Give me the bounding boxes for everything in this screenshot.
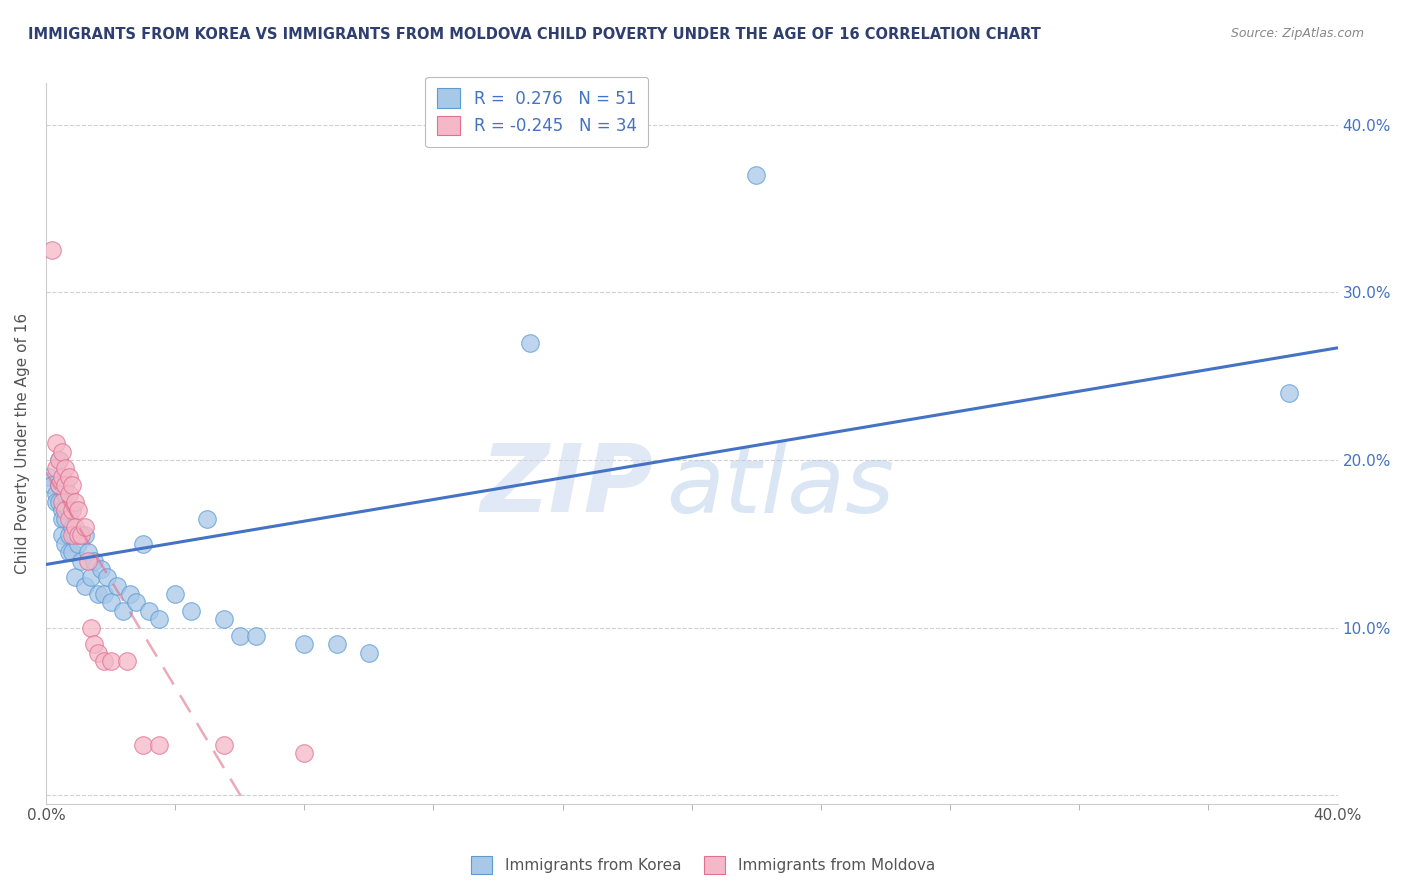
Point <box>73 579 96 593</box>
Text: ZIP: ZIP <box>481 441 652 533</box>
Point <box>138 604 160 618</box>
Point <box>53 461 76 475</box>
Point <box>48 478 70 492</box>
Point <box>58 486 80 500</box>
Point <box>357 646 380 660</box>
Point <box>86 646 108 660</box>
Point <box>70 528 93 542</box>
Point <box>67 537 90 551</box>
Point <box>60 478 83 492</box>
Point <box>90 562 112 576</box>
Point <box>58 511 80 525</box>
Point <box>73 520 96 534</box>
Point <box>325 637 347 651</box>
Point <box>80 570 103 584</box>
Point <box>105 579 128 593</box>
Point <box>48 495 70 509</box>
Point <box>100 595 122 609</box>
Point <box>45 486 67 500</box>
Point <box>148 738 170 752</box>
Point <box>67 528 90 542</box>
Point <box>60 528 83 542</box>
Text: atlas: atlas <box>666 441 894 532</box>
Point <box>53 503 76 517</box>
Point <box>228 629 250 643</box>
Point <box>38 469 60 483</box>
Point <box>70 553 93 567</box>
Point <box>100 654 122 668</box>
Point <box>58 545 80 559</box>
Point <box>212 738 235 752</box>
Point <box>212 612 235 626</box>
Point <box>132 738 155 752</box>
Point <box>745 168 768 182</box>
Point <box>63 520 86 534</box>
Point <box>45 461 67 475</box>
Point <box>48 478 70 492</box>
Point <box>292 637 315 651</box>
Point <box>112 604 135 618</box>
Point <box>83 637 105 651</box>
Point <box>245 629 267 643</box>
Point <box>125 595 148 609</box>
Point <box>115 654 138 668</box>
Point <box>80 621 103 635</box>
Point <box>41 478 63 492</box>
Point <box>83 553 105 567</box>
Point <box>45 436 67 450</box>
Point <box>180 604 202 618</box>
Point <box>148 612 170 626</box>
Point <box>118 587 141 601</box>
Point <box>51 469 73 483</box>
Point <box>48 453 70 467</box>
Point <box>1278 386 1301 401</box>
Point <box>63 570 86 584</box>
Point <box>292 747 315 761</box>
Point <box>58 469 80 483</box>
Y-axis label: Child Poverty Under the Age of 16: Child Poverty Under the Age of 16 <box>15 313 30 574</box>
Point <box>51 511 73 525</box>
Point <box>53 511 76 525</box>
Text: Source: ZipAtlas.com: Source: ZipAtlas.com <box>1230 27 1364 40</box>
Point <box>51 528 73 542</box>
Point <box>73 528 96 542</box>
Point <box>132 537 155 551</box>
Point <box>45 495 67 509</box>
Point <box>58 503 80 517</box>
Point <box>53 486 76 500</box>
Point <box>48 453 70 467</box>
Point <box>60 545 83 559</box>
Point <box>60 520 83 534</box>
Point <box>53 478 76 492</box>
Legend: Immigrants from Korea, Immigrants from Moldova: Immigrants from Korea, Immigrants from M… <box>465 850 941 880</box>
Point <box>77 553 100 567</box>
Point <box>63 528 86 542</box>
Point <box>93 654 115 668</box>
Point <box>41 244 63 258</box>
Text: IMMIGRANTS FROM KOREA VS IMMIGRANTS FROM MOLDOVA CHILD POVERTY UNDER THE AGE OF : IMMIGRANTS FROM KOREA VS IMMIGRANTS FROM… <box>28 27 1040 42</box>
Point <box>77 545 100 559</box>
Point <box>51 444 73 458</box>
Point <box>86 587 108 601</box>
Point <box>60 503 83 517</box>
Point <box>93 587 115 601</box>
Point <box>519 335 541 350</box>
Point <box>96 570 118 584</box>
Point <box>165 587 187 601</box>
Legend: R =  0.276   N = 51, R = -0.245   N = 34: R = 0.276 N = 51, R = -0.245 N = 34 <box>425 77 648 147</box>
Point <box>58 528 80 542</box>
Point <box>53 537 76 551</box>
Point <box>51 495 73 509</box>
Point <box>197 511 219 525</box>
Point <box>67 503 90 517</box>
Point <box>51 503 73 517</box>
Point <box>63 495 86 509</box>
